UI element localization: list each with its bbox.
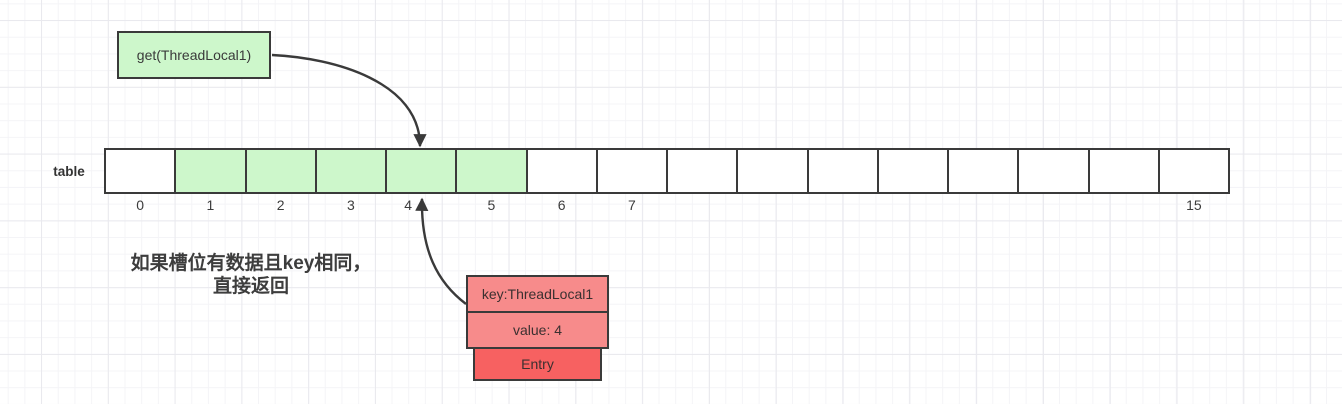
table-cell-14: [1087, 148, 1160, 194]
table-cell-15: 15: [1157, 148, 1230, 213]
table-label: table: [53, 164, 85, 179]
cell-index-label: 2: [276, 197, 285, 213]
table-cell-10: [806, 148, 879, 194]
table-cell-5: 5: [455, 148, 528, 213]
entry-base-label: Entry: [521, 356, 554, 372]
get-to-slot4-arrow: [271, 53, 427, 148]
table-cell-3: 3: [314, 148, 387, 213]
table-cell-7: 7: [595, 148, 668, 213]
cell-index-label: 4: [404, 197, 413, 213]
entry-to-slot4-arrow: [415, 197, 467, 305]
annotation-line-1: 如果槽位有数据且key相同，: [130, 253, 372, 274]
cell-index-label: 7: [627, 197, 636, 213]
table-cell-6: 6: [525, 148, 598, 213]
table-cell-1: 1: [174, 148, 247, 213]
table-cell-8: [666, 148, 739, 194]
get-call-box: get(ThreadLocal1): [117, 31, 271, 79]
table-cell-2: 2: [244, 148, 317, 213]
table-cell-0: 0: [104, 148, 177, 213]
entry-value-label: value: 4: [512, 322, 563, 338]
entry-value-box: value: 4: [466, 311, 609, 349]
table-cell-11: [876, 148, 949, 194]
table-cell-12: [947, 148, 1020, 194]
entry-key-label: key:ThreadLocal1: [481, 286, 594, 302]
entry-object: key:ThreadLocal1 value: 4 Entry: [466, 275, 609, 381]
cell-index-label: 6: [557, 197, 566, 213]
table-cell-13: [1017, 148, 1090, 194]
annotation-line-2: 直接返回: [212, 276, 289, 297]
table-cell-9: [736, 148, 809, 194]
table-cell-4: 4: [385, 148, 458, 213]
cell-index-label: 3: [346, 197, 355, 213]
hash-table-array: 0 1 2 3 4 5 6 7 15: [104, 148, 1230, 213]
annotation-note: 如果槽位有数据且key相同， 直接返回: [110, 252, 392, 298]
cell-index-label: 15: [1186, 197, 1202, 213]
entry-key-box: key:ThreadLocal1: [466, 275, 609, 313]
cell-index-label: 5: [487, 197, 496, 213]
entry-base-box: Entry: [473, 347, 602, 381]
get-call-label: get(ThreadLocal1): [136, 47, 252, 63]
cell-index-label: 0: [136, 197, 145, 213]
cell-index-label: 1: [206, 197, 215, 213]
